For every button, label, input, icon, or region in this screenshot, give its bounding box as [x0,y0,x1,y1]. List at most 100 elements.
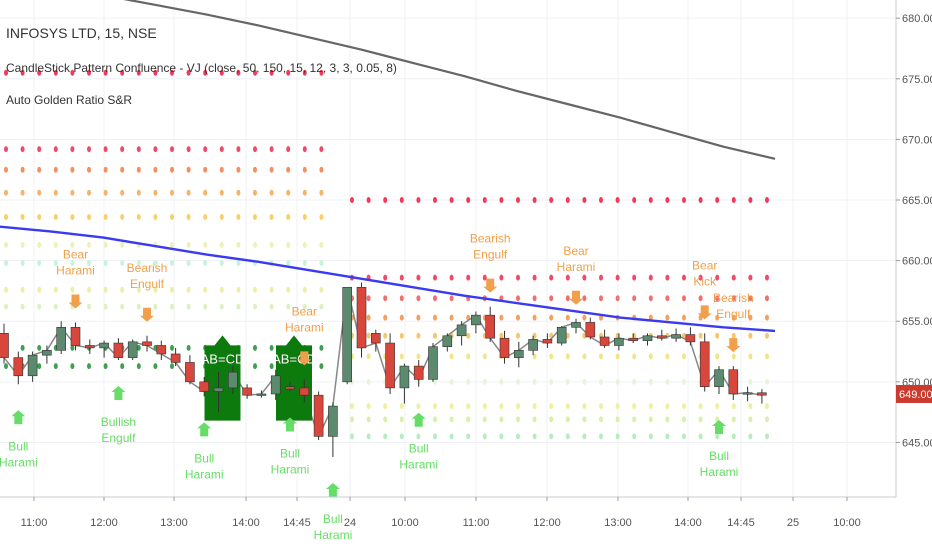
sr-dot [632,197,637,204]
sr-dot [532,274,537,281]
sr-dot [765,295,769,302]
sr-dot [269,69,274,76]
sr-dot [433,274,437,281]
sr-dot [499,416,504,423]
down-arrow-icon [483,278,498,293]
sr-dot [219,286,224,293]
sr-dot [416,353,421,360]
sr-dot [70,241,75,248]
sr-dot [399,197,404,204]
sr-dot [120,166,125,173]
sr-dot [186,213,191,220]
sr-dot [253,166,257,173]
pattern-label: Bear [692,258,717,272]
sr-dot [286,303,291,310]
sr-dot [350,433,354,440]
ma-slow-line [123,0,776,160]
sr-dot [399,332,404,339]
candle-body [285,386,295,390]
candle-body [513,350,524,358]
sr-dot [319,241,324,248]
sr-dot [482,378,487,385]
y-tick-label: 660.00 [902,256,932,268]
sr-dot [103,213,108,220]
sr-dot [532,378,537,385]
x-tick-label: 12:00 [533,517,561,529]
sr-dot [731,353,736,360]
legend: INFOSYS LTD, 15, NSE CandleStick Pattern … [6,25,397,107]
sr-dot [20,260,25,267]
up-arrow-icon [283,417,297,432]
candle-body [299,387,310,396]
sr-dot [482,416,487,423]
sr-dot [532,314,537,321]
sr-dot [549,353,554,360]
sr-dot [253,69,257,76]
sr-dot [682,433,686,440]
sr-dot [87,166,91,173]
sr-dot [4,166,8,173]
sr-dot [203,286,208,293]
sr-dot [153,286,158,293]
sr-dot [632,433,637,440]
sr-dot [632,416,637,423]
sr-dot [665,378,670,385]
pattern-label: Bearish [127,261,168,275]
sr-dot [449,433,454,440]
candle-body [757,392,767,396]
pattern-label: Harami [557,260,596,274]
sr-dot [153,363,158,370]
sr-dot [269,166,274,173]
sr-dot [416,295,421,302]
sr-dot [153,303,158,310]
sr-dot [236,146,241,153]
sr-dot [20,189,25,196]
up-arrow-icon [111,386,126,401]
down-arrow-icon [297,351,312,366]
abcd-label: AB=CD [201,352,245,367]
sr-dot [482,197,487,204]
sr-dot [565,353,570,360]
sr-dot [565,274,570,281]
pattern-label: Bear [63,247,88,261]
sr-dot [648,378,653,385]
sr-dot [120,146,125,153]
sr-dot [715,332,720,339]
sr-dot [731,295,736,302]
sr-dot [516,416,520,423]
sr-dot [433,314,437,321]
sr-dot [170,344,174,351]
sr-dot [499,332,504,339]
sr-dot [582,353,587,360]
sr-dot [87,303,91,310]
sr-dot [516,295,520,302]
pattern-label: Harami [0,455,38,469]
sr-dot [4,213,8,220]
sr-dot [103,241,108,248]
sr-dot [4,69,8,76]
sr-dot [87,189,91,196]
sr-dot [170,189,174,196]
sr-dot [632,295,637,302]
sr-dot [582,416,587,423]
sr-dot [549,433,554,440]
sr-dot [203,166,208,173]
sr-dot [599,353,603,360]
sr-dot [136,189,141,196]
sr-dot [20,344,25,351]
sr-dot [516,378,520,385]
sr-dot [665,295,670,302]
sr-dot [731,403,736,410]
sr-dot [516,433,520,440]
y-axis-panel [896,0,932,550]
sr-dot [582,378,587,385]
sr-dot [53,146,58,153]
chart-title: INFOSYS LTD, 15, NSE [6,25,157,41]
candle-body [170,353,181,363]
sr-dot [286,213,291,220]
sr-dot [236,241,241,248]
sr-dot [87,213,91,220]
sr-dot [170,146,174,153]
